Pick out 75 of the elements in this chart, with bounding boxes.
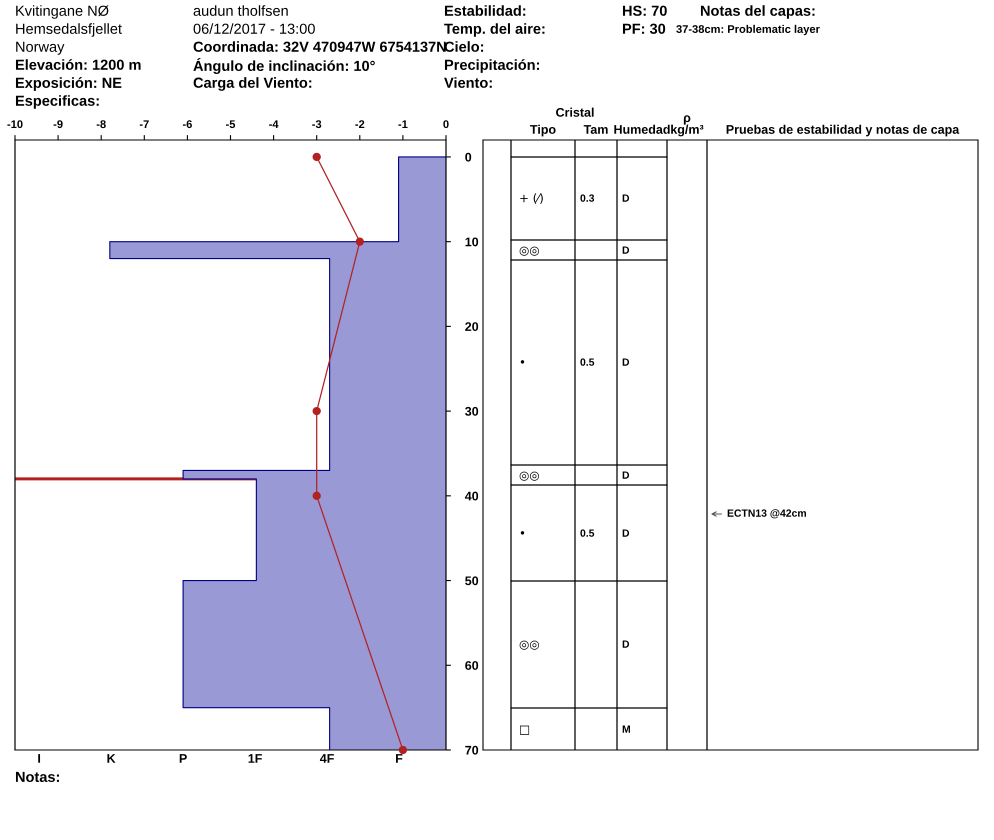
y-tick-label: 10 [466,237,478,246]
text: □ [520,726,530,735]
text: ◎◎ [520,640,539,650]
category-label: ρ kg/m³ [671,115,704,136]
text: Cielo: [444,41,484,52]
text: D [622,246,630,254]
point [398,746,408,754]
text: Especificas: [16,95,99,109]
text: Hemsedalsfjellet [16,23,122,37]
text: M [622,726,630,733]
text: Norway [16,42,64,55]
text: D [622,358,630,366]
text: Estabilidad: [444,5,526,16]
x2-tick-label: -5 [226,120,236,128]
x2-tick-label: -3 [312,120,322,128]
text: F [396,754,402,763]
y-tick-label: 70 [465,746,478,755]
point [312,152,321,162]
text: Viento: [444,77,492,88]
text: ECTN13 @42cm [728,509,806,518]
text: Notas del capas: [700,5,814,19]
text: Kvitingane NØ [16,5,109,19]
category-label: Humedad [614,124,670,134]
x2-tick-label: -2 [355,120,364,128]
text: D [622,194,630,202]
text: + (⁄) [520,193,543,204]
text: Coordinada: 32V 470947W 6754137N [194,41,446,52]
text: Cristal [556,108,594,117]
text: ◎◎ [520,246,539,256]
point [312,492,321,500]
x2-tick-label: -7 [140,120,149,128]
text: ◎◎ [520,472,539,481]
point [356,238,364,246]
text: Temp. del aire: [444,23,544,37]
category-label: Tipo [530,124,556,136]
text: Precipitación: [444,59,540,73]
text: Exposición: NE [16,77,122,91]
x2-tick-label: 0 [443,120,449,128]
y-tick-label: 60 [465,661,478,670]
text: P [180,754,187,763]
text: 06/12/2017 - 13:00 [194,23,315,34]
y-tick-label: 30 [465,406,478,416]
text: D [622,530,630,537]
x2-tick-label: -6 [182,120,192,128]
category-label: Pruebas de estabilidad y notas de capa [726,124,960,136]
text: HS: 70 [622,6,667,16]
x2-tick-label: -9 [54,120,63,128]
text: 1F [248,754,262,763]
y-tick-label: 40 [464,492,478,500]
text: D [622,640,630,648]
text: Notas: [16,772,59,782]
x2-tick-label: -1 [398,120,408,128]
x2-tick-label: -8 [96,120,106,128]
text: PF: 30 [622,24,666,34]
text: K [107,754,116,763]
text: Carga del Viento: [194,77,312,91]
text: • [520,531,524,535]
y-tick-label: 0 [465,152,472,162]
text: I [38,754,40,763]
text: • [520,360,524,364]
y-tick-label: 50 [465,576,478,586]
text: Ángulo de inclinación: 10° [193,58,375,74]
y-tick-label: 20 [465,322,478,332]
x2-tick-label: -4 [269,120,278,128]
text: 0.3 [580,194,594,202]
text: audun tholfsen [194,5,288,16]
text: D [622,472,630,479]
text: Elevación: 1200 m [16,59,141,70]
text: 0.5 [580,529,594,537]
text: 37-38cm: Problematic layer [676,24,820,36]
category-label: Tam [584,125,608,134]
point [312,406,321,416]
text: 0.5 [580,358,594,366]
x2-tick-label: -10 [7,120,23,128]
text: 4F [320,754,334,763]
